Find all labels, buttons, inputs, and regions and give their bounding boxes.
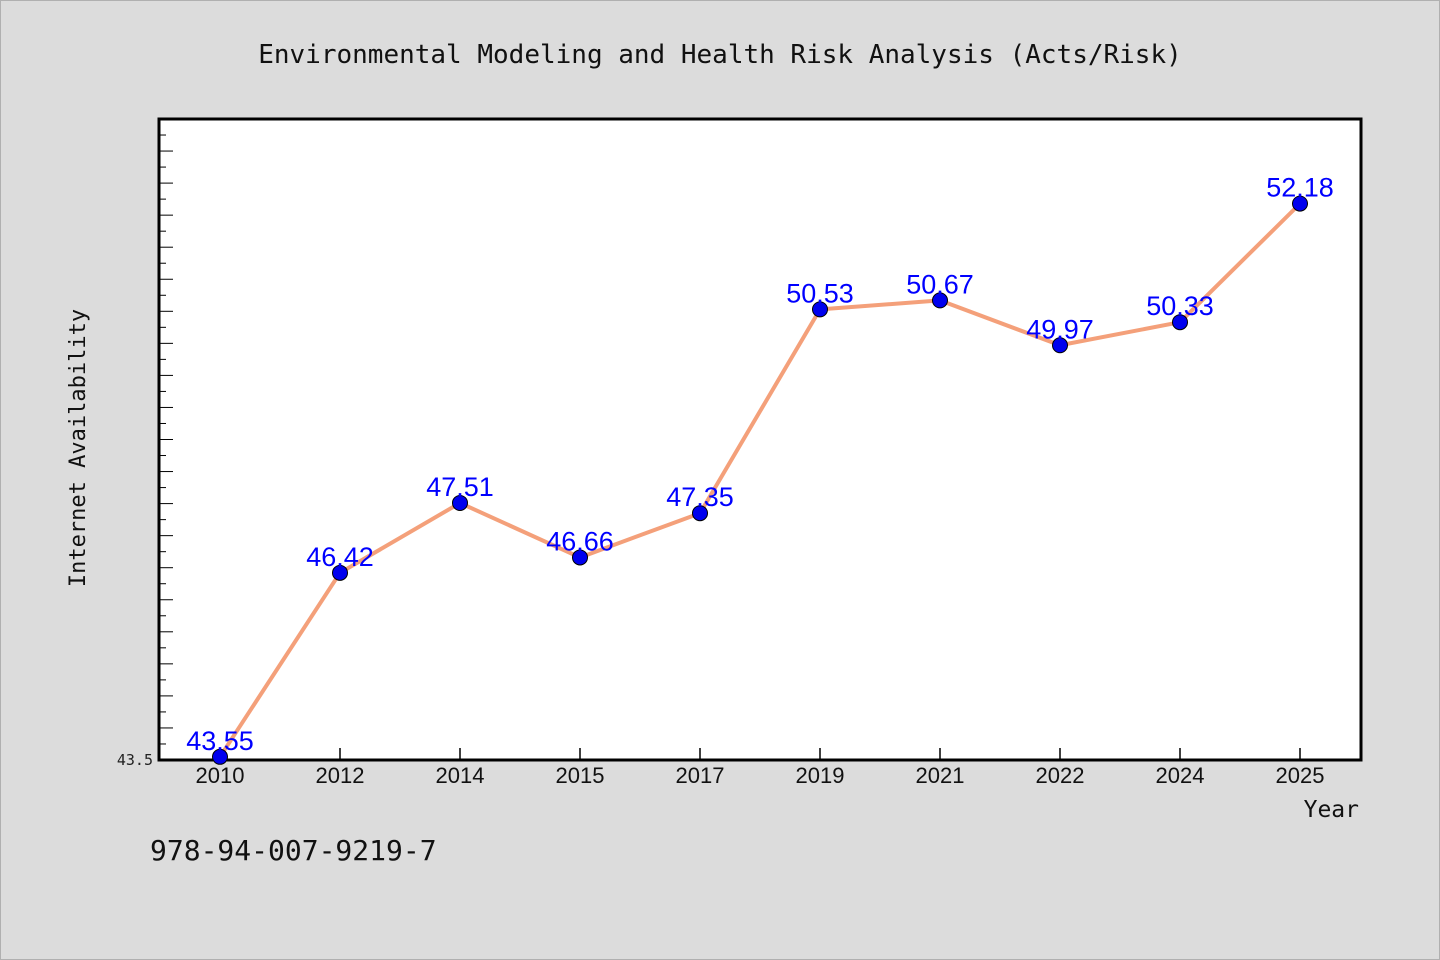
x-tick-label: 2022 xyxy=(1036,763,1085,788)
chart-title: Environmental Modeling and Health Risk A… xyxy=(258,40,1182,70)
x-axis-label: Year xyxy=(1304,797,1359,823)
data-point xyxy=(1172,314,1188,331)
isbn-footer: 978-94-007-9219-7 xyxy=(150,834,437,867)
x-tick-label: 2019 xyxy=(796,763,845,788)
plot-area xyxy=(157,117,1363,762)
y-axis-label: Internet Availability xyxy=(66,309,91,587)
data-point xyxy=(932,292,948,309)
x-axis-tick-labels: 2010 2012 2014 2015 2017 2019 2021 2022 2024 2025 xyxy=(196,763,1325,788)
data-point xyxy=(1052,337,1068,354)
x-tick-label: 2025 xyxy=(1276,763,1325,788)
data-labels: 43.55 46.42 47.51 46.66 47.35 50.53 50.67 49.97… xyxy=(186,173,1334,756)
series-markers xyxy=(212,195,1308,765)
data-point xyxy=(1292,195,1308,212)
series-line xyxy=(218,202,1302,758)
data-point xyxy=(692,505,708,522)
data-label: 47.51 xyxy=(426,472,494,502)
data-label: 52.18 xyxy=(1266,173,1334,203)
data-label: 50.53 xyxy=(786,278,854,308)
x-tick-label: 2024 xyxy=(1156,763,1205,788)
data-label: 50.67 xyxy=(906,269,974,299)
data-label: 47.35 xyxy=(666,482,734,512)
data-label: 46.42 xyxy=(306,542,374,572)
x-tick-label: 2015 xyxy=(556,763,605,788)
data-point xyxy=(332,564,348,581)
data-label: 50.33 xyxy=(1146,291,1214,321)
x-tick-label: 2012 xyxy=(316,763,365,788)
x-tick-label: 2017 xyxy=(676,763,725,788)
data-point xyxy=(812,301,828,318)
x-tick-label: 2021 xyxy=(916,763,965,788)
data-point xyxy=(572,549,588,566)
data-point xyxy=(452,494,468,511)
data-label: 43.55 xyxy=(186,726,254,756)
y-tick-label: 43.5 xyxy=(117,751,153,769)
data-label: 49.97 xyxy=(1026,314,1094,344)
data-point xyxy=(212,748,228,765)
data-label: 46.66 xyxy=(546,526,614,556)
x-tick-label: 2010 xyxy=(196,763,245,788)
y-axis-ticks xyxy=(159,134,173,745)
x-tick-label: 2014 xyxy=(436,763,485,788)
